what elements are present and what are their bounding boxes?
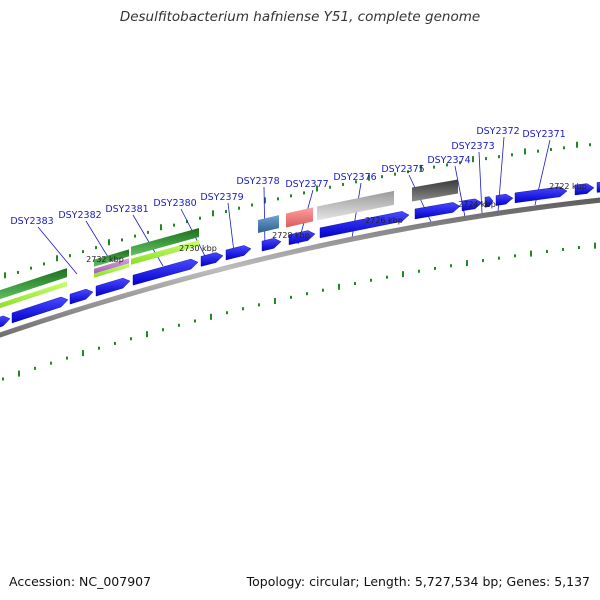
cds-arrow [95,277,131,297]
gene-label: DSY2372 [476,126,519,137]
gene-labels: DSY2383 DSY2382 DSY2381 DSY2380 DSY2379 DSY23… [10,126,565,227]
feature-block [0,281,67,309]
cds-arrow [495,193,514,206]
gene-label: DSY2371 [522,129,565,140]
cds-arrow [319,211,410,239]
gene-leader-line [37,226,78,275]
cds-arrow [225,245,252,261]
gene-label: DSY2380 [153,198,196,209]
feature-block [94,249,129,267]
cds-arrow [69,288,94,305]
gene-label: DSY2376 [333,172,376,183]
feature-block [131,227,199,256]
feature-block [94,263,129,278]
gene-label: DSY2378 [236,176,279,187]
gene-label: DSY2377 [285,179,328,190]
cds-arrow [261,238,282,252]
feature-block [317,190,394,221]
gene-leader-line [85,220,109,258]
feature-block [94,258,129,274]
cds-arrow [200,252,224,267]
gene-label: DSY2379 [200,192,243,203]
feature-tracks [0,179,458,309]
cds-arrow [574,183,595,196]
feature-block [412,179,458,202]
scale-labels: 2732 kbp 2730 kbp 2728 kbp 2726 kbp 2724 kbp… [86,182,587,264]
cds-arrow [514,186,568,204]
cds-arrow [132,258,199,286]
scale-label: 2722 kbp [549,182,587,191]
cds-track [0,181,600,328]
gene-leader-line [263,186,266,251]
cds-arrow [414,202,461,220]
scale-ticks [2,141,596,381]
genome-summary: Topology: circular; Length: 5,727,534 bp… [246,574,590,589]
feature-block [0,268,67,300]
scale-label: 2732 kbp [86,255,124,264]
scale-label: 2724 kbp [458,200,496,209]
gene-label: DSY2375 [381,164,424,175]
cds-arrow [0,315,11,328]
feature-block [131,239,199,265]
gene-leader-line [132,214,164,267]
cds-arrow [11,296,69,324]
gene-leader-line [227,202,235,253]
gene-label: DSY2373 [451,141,494,152]
gene-label: DSY2374 [427,155,470,166]
feature-block [286,207,313,228]
scale-label: 2730 kbp [179,244,217,253]
scale-label: 2726 kbp [365,216,403,225]
gene-label: DSY2383 [10,216,53,227]
feature-block [258,215,279,234]
accession-label: Accession: NC_007907 [9,574,152,589]
cds-arrow [596,181,600,193]
cds-arrow [484,196,494,208]
gene-label: DSY2382 [58,210,101,221]
cds-arrow [461,198,483,212]
scale-label: 2728 kbp [272,231,310,240]
map-title: Desulfitobacterium hafniense Y51, comple… [119,9,481,25]
cds-arrow [288,230,316,246]
gene-label: DSY2381 [105,204,148,215]
